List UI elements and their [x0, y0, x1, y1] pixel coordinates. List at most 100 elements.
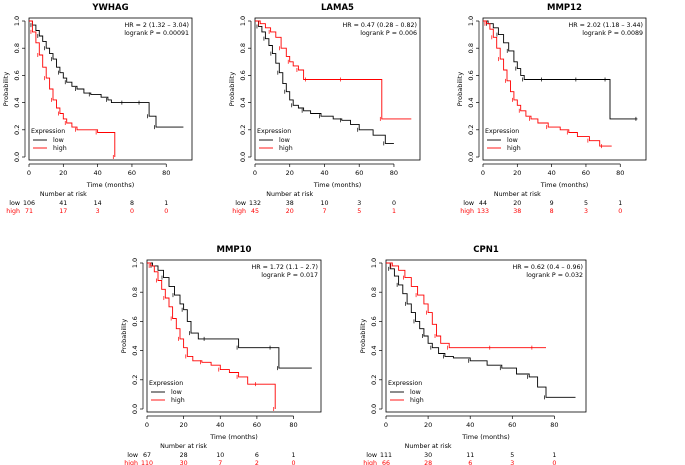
x-tick-label: 20 [179, 421, 187, 429]
risk-value-low: 10 [216, 452, 224, 459]
km-curve-high [29, 20, 116, 157]
y-tick-label: 0.6 [239, 70, 247, 80]
risk-value-low: 20 [513, 200, 521, 207]
risk-value-high: 0 [618, 208, 622, 215]
risk-row-label-high: high [363, 460, 377, 465]
y-tick-label: 1.0 [131, 258, 139, 268]
legend-label-low: low [53, 137, 64, 144]
risk-value-high: 71 [25, 208, 33, 215]
x-tick-label: 0 [384, 421, 388, 429]
x-tick-label: 80 [289, 421, 297, 429]
y-tick-label: 0.0 [131, 404, 139, 414]
risk-value-high: 0 [130, 208, 134, 215]
risk-value-high: 17 [59, 208, 67, 215]
x-tick-label: 40 [93, 169, 101, 177]
plot-frame [482, 17, 647, 161]
risk-row-label-low: low [463, 200, 474, 207]
legend-label-low: low [507, 137, 518, 144]
risk-value-high: 6 [468, 460, 472, 465]
x-tick-label: 0 [145, 421, 149, 429]
legend-label-high: high [507, 145, 521, 152]
risk-value-high: 3 [510, 460, 514, 465]
x-tick-label: 40 [466, 421, 474, 429]
risk-value-low: 11 [466, 452, 474, 459]
risk-value-low: 0 [392, 200, 396, 207]
chart-title: MMP12 [547, 3, 582, 13]
y-tick-label: 0.8 [239, 43, 247, 53]
legend-label-high: high [171, 397, 185, 404]
plot-frame [28, 17, 193, 161]
y-tick-label: 1.0 [13, 16, 21, 26]
x-tick-label: 60 [508, 421, 516, 429]
y-tick-label: 1.0 [370, 258, 378, 268]
x-tick-label: 40 [547, 169, 555, 177]
km-curve-high [483, 20, 612, 147]
legend-label-low: low [410, 389, 421, 396]
risk-value-high: 2 [255, 460, 259, 465]
y-tick-label: 0.2 [131, 375, 139, 385]
y-tick-label: 0.6 [370, 316, 378, 326]
risk-value-low: 14 [94, 200, 102, 207]
risk-value-high: 38 [513, 208, 521, 215]
risk-value-high: 133 [477, 208, 489, 215]
x-tick-label: 80 [616, 169, 624, 177]
risk-value-low: 8 [130, 200, 134, 207]
risk-row-label-high: high [6, 208, 20, 215]
y-tick-label: 0.2 [239, 125, 247, 135]
km-curve-low [483, 20, 638, 120]
risk-value-high: 8 [550, 208, 554, 215]
risk-value-low: 10 [320, 200, 328, 207]
risk-value-low: 38 [286, 200, 294, 207]
risk-value-high: 5 [357, 208, 361, 215]
risk-value-low: 30 [424, 452, 432, 459]
y-tick-label: 0.2 [467, 125, 475, 135]
y-tick-label: 0.0 [370, 404, 378, 414]
risk-value-low: 132 [249, 200, 261, 207]
x-tick-label: 60 [582, 169, 590, 177]
risk-value-low: 106 [23, 200, 35, 207]
risk-title: Number at risk [40, 191, 87, 198]
logrank-text: logrank P = 0.006 [360, 30, 417, 37]
y-tick-label: 0.8 [467, 43, 475, 53]
risk-row-label-low: low [366, 452, 377, 459]
risk-value-low: 1 [292, 452, 296, 459]
risk-value-high: 0 [552, 460, 556, 465]
risk-value-low: 41 [59, 200, 67, 207]
risk-row-label-high: high [232, 208, 246, 215]
risk-value-low: 5 [584, 200, 588, 207]
risk-value-high: 110 [141, 460, 153, 465]
km-curve-low [255, 20, 394, 144]
risk-title: Number at risk [405, 443, 452, 450]
y-tick-label: 0.2 [370, 375, 378, 385]
risk-value-high: 7 [218, 460, 222, 465]
plot-frame [385, 259, 587, 413]
y-tick-label: 0.0 [13, 152, 21, 162]
risk-value-high: 45 [251, 208, 259, 215]
km-curve-low [147, 262, 312, 369]
risk-row-label-low: low [127, 452, 138, 459]
risk-value-high: 20 [286, 208, 294, 215]
x-axis-label: Time (months) [461, 433, 510, 441]
risk-value-high: 30 [180, 460, 188, 465]
x-tick-label: 0 [253, 169, 257, 177]
hr-text: HR = 0.47 (0.28 – 0.82) [342, 22, 417, 29]
risk-value-low: 111 [380, 452, 392, 459]
risk-row-label-low: low [9, 200, 20, 207]
risk-value-low: 28 [180, 452, 188, 459]
km-panel: LAMA5 0 20 40 60 80 Time (months) 0.0 0.2 0.4 0.6 0… [228, 3, 421, 215]
x-tick-label: 0 [481, 169, 485, 177]
risk-row-label-high: high [460, 208, 474, 215]
risk-title: Number at risk [494, 191, 541, 198]
y-tick-label: 0.4 [370, 345, 378, 355]
x-tick-label: 60 [355, 169, 363, 177]
risk-value-low: 6 [255, 452, 259, 459]
km-curve-high [147, 262, 276, 409]
y-tick-label: 0.4 [13, 97, 21, 107]
y-tick-label: 0.2 [13, 125, 21, 135]
y-axis-label: Probability [2, 72, 10, 107]
logrank-text: logrank P = 0.032 [526, 272, 583, 279]
legend-title: Expression [388, 380, 422, 387]
